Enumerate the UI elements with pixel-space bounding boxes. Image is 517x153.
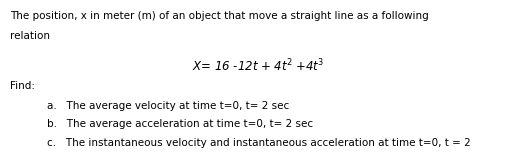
- Text: The position, x in meter (m) of an object that move a straight line as a followi: The position, x in meter (m) of an objec…: [10, 11, 429, 21]
- Text: c.   The instantaneous velocity and instantaneous acceleration at time t=0, t = : c. The instantaneous velocity and instan…: [47, 138, 470, 148]
- Text: a.   The average velocity at time t=0, t= 2 sec: a. The average velocity at time t=0, t= …: [47, 101, 289, 111]
- Text: b.   The average acceleration at time t=0, t= 2 sec: b. The average acceleration at time t=0,…: [47, 119, 313, 129]
- Text: X= 16 -12t + 4t$^2$ +4t$^3$: X= 16 -12t + 4t$^2$ +4t$^3$: [192, 58, 325, 75]
- Text: Find:: Find:: [10, 81, 35, 91]
- Text: relation: relation: [10, 31, 50, 41]
